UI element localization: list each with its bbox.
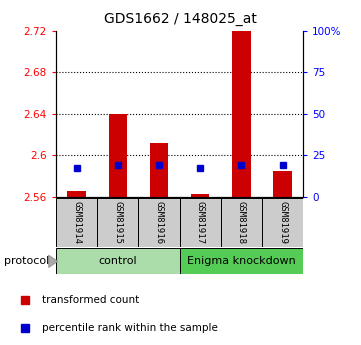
Text: transformed count: transformed count xyxy=(42,295,139,305)
Text: GSM81914: GSM81914 xyxy=(72,201,81,244)
Bar xyxy=(180,198,221,247)
Text: GSM81915: GSM81915 xyxy=(113,201,122,244)
Bar xyxy=(56,198,97,247)
Text: GSM81917: GSM81917 xyxy=(196,201,205,244)
Bar xyxy=(180,248,303,274)
Bar xyxy=(221,198,262,247)
Bar xyxy=(67,191,86,197)
Bar xyxy=(56,248,180,274)
Bar xyxy=(109,114,127,197)
Text: GSM81919: GSM81919 xyxy=(278,201,287,244)
Bar xyxy=(97,198,138,247)
Text: protocol: protocol xyxy=(4,256,49,266)
Text: control: control xyxy=(99,256,137,266)
Polygon shape xyxy=(49,255,58,268)
Bar xyxy=(273,171,292,197)
Bar xyxy=(138,198,180,247)
Text: percentile rank within the sample: percentile rank within the sample xyxy=(42,323,218,333)
Text: Enigma knockdown: Enigma knockdown xyxy=(187,256,296,266)
Bar xyxy=(262,198,303,247)
Text: GDS1662 / 148025_at: GDS1662 / 148025_at xyxy=(104,12,257,26)
Text: GSM81918: GSM81918 xyxy=(237,201,246,244)
Bar xyxy=(232,31,251,197)
Bar xyxy=(191,194,209,197)
Bar xyxy=(150,143,168,197)
Text: GSM81916: GSM81916 xyxy=(155,201,164,244)
